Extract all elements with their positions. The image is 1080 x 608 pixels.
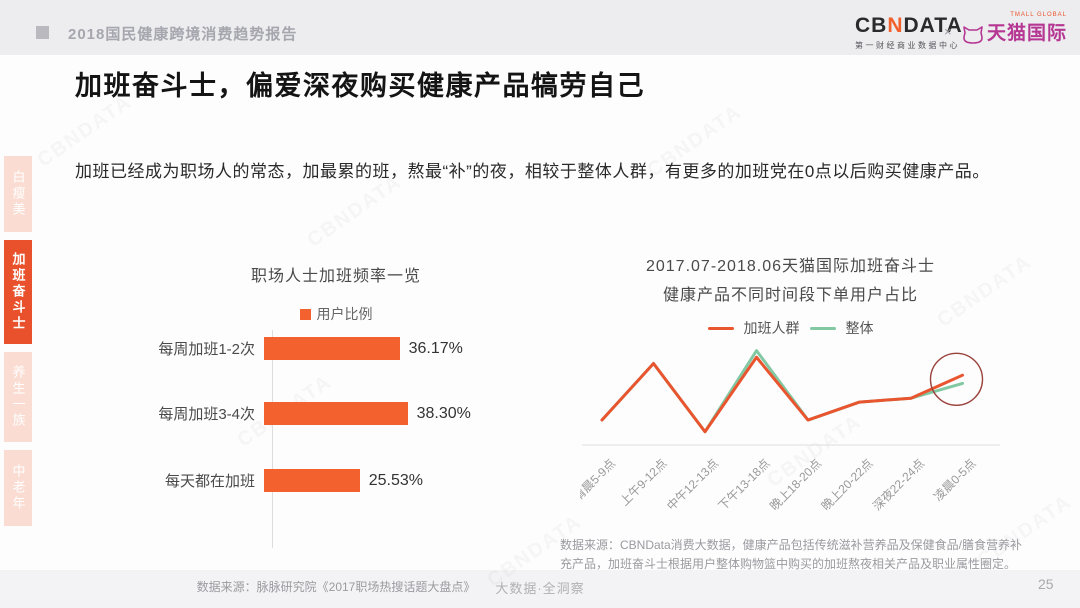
legend-label-overall: 整体: [845, 320, 874, 336]
sidebar-tab-3[interactable]: 养生一族: [4, 352, 32, 442]
bar-value-label: 25.53%: [368, 471, 423, 489]
bar-rows: 每周加班1-2次 36.17% 每周加班3-4次 38.30% 每天都在加班 25.53%: [140, 330, 532, 548]
sidebar-tab-2[interactable]: 加班奋斗士: [4, 240, 32, 344]
cbndata-subtitle: 第一财经商业数据中心: [855, 41, 960, 50]
cbndata-wordmark: CBNDATA: [855, 14, 963, 37]
bar-row: 每天都在加班 25.53%: [140, 469, 532, 492]
bar-value-label: 36.17%: [408, 339, 463, 357]
tmall-cat-icon: [963, 26, 983, 44]
line-chart-legend: 加班人群 整体: [558, 318, 1023, 338]
logo-separator: ×: [944, 24, 952, 39]
legend-line-overtime-icon: [707, 326, 734, 330]
page-title: 加班奋斗士，偏爱深夜购买健康产品犒劳自己: [75, 71, 645, 101]
sidebar-tab-4[interactable]: 中老年: [4, 450, 32, 526]
line-chart-title-line1: 2017.07-2018.06天猫国际加班奋斗士: [645, 258, 935, 275]
bar-row: 每周加班1-2次 36.17%: [140, 337, 532, 360]
bar-chart-section: 职场人士加班频率一览 用户比例 每周加班1-2次 36.17% 每周加班3-4次 38…: [140, 262, 532, 597]
bar-fill: [264, 402, 408, 425]
x-axis-tick-label: 晚上20-22点: [819, 456, 876, 513]
x-axis-tick-label: 凌晨0-5点: [931, 456, 979, 504]
page-number: 25: [1038, 576, 1054, 592]
bar-chart-legend: 用户比例: [140, 304, 532, 324]
legend-square-icon: [299, 308, 311, 320]
sidebar-tab-1[interactable]: 白瘦美: [4, 156, 32, 232]
line-chart-source: 数据来源：CBNData消费大数据，健康产品包括传统滋补营养品及保健食品/膳食营…: [560, 538, 1023, 571]
legend-label-overtime: 加班人群: [743, 320, 800, 336]
tmall-chinese-name: 天猫国际: [987, 23, 1068, 44]
line-chart-title: 2017.07-2018.06天猫国际加班奋斗士 健康产品不同时间段下单用户占比: [558, 252, 1023, 310]
legend-label: 用户比例: [316, 306, 373, 322]
bar-category-label: 每周加班3-4次: [158, 406, 255, 423]
bar-chart-title: 职场人士加班频率一览: [250, 268, 421, 285]
bullet-square: [36, 26, 49, 39]
bar-category-label: 每周加班1-2次: [158, 341, 255, 358]
tmall-global-logo: TMALL GLOBAL 天猫国际: [962, 12, 1067, 45]
x-axis-tick-label: 深夜22-24点: [869, 456, 927, 514]
x-axis-tick-label: 晚上18-20点: [767, 456, 824, 513]
cbndata-n-glyph: N: [887, 14, 904, 37]
line-chart-title-line2: 健康产品不同时间段下单用户占比: [662, 287, 918, 304]
line-plot: 清晨5-9点 上午9-12点中午12-13点下午13-18点晚上18-20点晚上2…: [580, 349, 1000, 514]
line-chart-section: 2017.07-2018.06天猫国际加班奋斗士 健康产品不同时间段下单用户占比…: [558, 252, 1023, 571]
tmall-english-label: TMALL GLOBAL: [1010, 12, 1068, 18]
x-axis-tick-label: 中午12-13点: [663, 456, 721, 514]
highlight-circle-annotation: [929, 352, 984, 406]
bar-value-label: 38.30%: [416, 404, 471, 422]
x-axis-tick-label: 清晨5-9点: [580, 456, 618, 504]
legend-line-overall-icon: [809, 326, 836, 330]
series-line-整体: [600, 349, 964, 434]
footer-slogan: 大数据·全洞察: [495, 581, 585, 596]
cbndata-logo: CBNDATA 第一财经商业数据中心: [855, 14, 963, 51]
series-line-加班人群: [600, 355, 964, 434]
bar-row: 每周加班3-4次 38.30%: [140, 402, 532, 425]
bar-category-label: 每天都在加班: [164, 473, 255, 490]
intro-text: 加班已经成为职场人的常态，加最累的班，熬最“补”的夜，相较于整体人群，有更多的加…: [75, 162, 990, 181]
bar-chart-source: 数据来源：脉脉研究院《2017职场热搜话题大盘点》: [196, 580, 476, 594]
bar-chart-axis: [272, 330, 273, 548]
content-background: [0, 55, 1080, 570]
footer-background: [0, 570, 1080, 608]
report-title: 2018国民健康跨境消费趋势报告: [68, 26, 298, 43]
x-axis-tick-label: 上午9-12点: [617, 456, 669, 508]
x-axis-tick-label: 下午13-18点: [716, 456, 773, 513]
bar-fill: [264, 337, 400, 360]
bar-fill: [264, 469, 360, 492]
